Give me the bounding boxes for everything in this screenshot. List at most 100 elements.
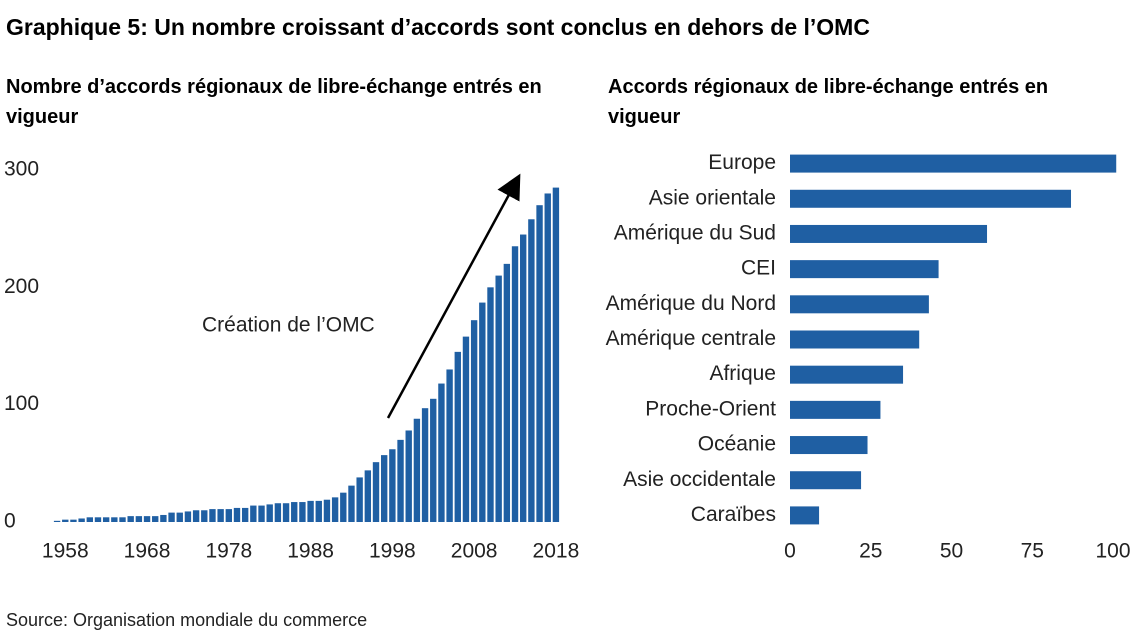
bar [790,471,862,490]
bar [323,499,331,522]
bar [282,503,290,522]
bar [184,511,192,522]
y-tick-label: CEI [741,257,776,280]
bar [790,295,929,314]
bar [511,246,519,522]
bar [307,500,314,522]
bar [389,449,396,522]
y-tick-label: Europe [708,151,776,174]
bar [790,224,988,243]
bar [160,514,167,522]
bar [356,477,363,522]
page-title: Graphique 5: Un nombre croissant d’accor… [6,14,870,40]
bar [405,430,412,522]
bar [192,510,200,522]
bar [462,336,470,522]
bar [397,439,404,522]
bar [176,512,183,522]
y-tick-label: Asie occidentale [623,468,776,491]
bar [454,351,461,522]
bar [315,500,322,522]
x-tick-label: 1988 [287,540,334,563]
y-tick-label: 300 [4,158,39,181]
bar [520,234,527,523]
bar [487,287,494,522]
bar [790,154,1117,173]
bar [544,193,551,522]
bar [241,507,249,522]
y-tick-label: Afrique [709,362,776,385]
bar [299,502,306,522]
y-tick-label: Océanie [698,433,776,456]
bar [62,519,69,522]
bar [291,502,298,522]
y-tick-label: Caraïbes [691,503,776,526]
bar [536,205,543,522]
bar [94,517,102,522]
bar [528,219,535,522]
bar [413,418,421,522]
bar [790,365,904,384]
bar [127,516,134,522]
arrow [386,173,521,419]
bar [258,505,265,522]
bar [790,330,920,349]
bar [348,485,355,522]
x-tick-label: 25 [859,540,882,563]
x-tick-label: 1998 [369,540,416,563]
chart-title: Accords régionaux de libre-échange entré… [608,76,1049,128]
x-tick-label: 1958 [42,540,89,563]
bar [790,506,820,525]
bar [364,470,372,522]
bar [274,503,282,522]
bar [266,504,273,522]
bar [790,260,939,279]
bar [438,383,445,522]
bar [495,275,502,522]
bar [380,455,388,522]
bar [152,516,159,522]
bar [135,516,143,522]
bar [430,398,437,522]
bar [233,507,241,522]
bar [421,408,429,522]
y-tick-label: 0 [4,510,16,533]
bar [209,509,216,522]
x-tick-label: 2008 [451,540,498,563]
source: Source: Organisation mondiale du commerc… [6,610,368,630]
x-tick-label: 2018 [533,540,580,563]
bar [479,302,486,522]
x-tick-label: 75 [1021,540,1044,563]
bar [470,320,478,522]
bar [53,520,61,522]
x-tick-label: 100 [1095,540,1130,563]
bar [168,512,175,522]
bar [250,505,257,522]
annotation: Création de l’OMC [202,314,375,337]
bar [446,369,453,522]
x-tick-label: 1978 [205,540,252,563]
bar [217,509,224,522]
bar [201,510,208,522]
y-tick-label: Amérique du Sud [614,222,776,245]
bar [119,517,126,522]
y-tick-label: 200 [4,275,39,298]
bar [790,189,1072,208]
bar [340,492,347,522]
x-tick-label: 0 [784,540,796,563]
y-tick-label: Amérique du Nord [606,292,776,315]
y-tick-label: Proche-Orient [645,397,776,420]
y-tick-label: Amérique centrale [606,327,776,350]
bar [102,517,110,522]
bar [331,497,339,522]
bar [372,462,380,522]
y-tick-label: Asie orientale [649,186,776,209]
bar [78,518,85,522]
bar [111,517,118,522]
bar [790,436,868,455]
chart-title: Nombre d’accords régionaux de libre-écha… [6,76,542,128]
bar [552,187,560,522]
bar [86,517,93,522]
